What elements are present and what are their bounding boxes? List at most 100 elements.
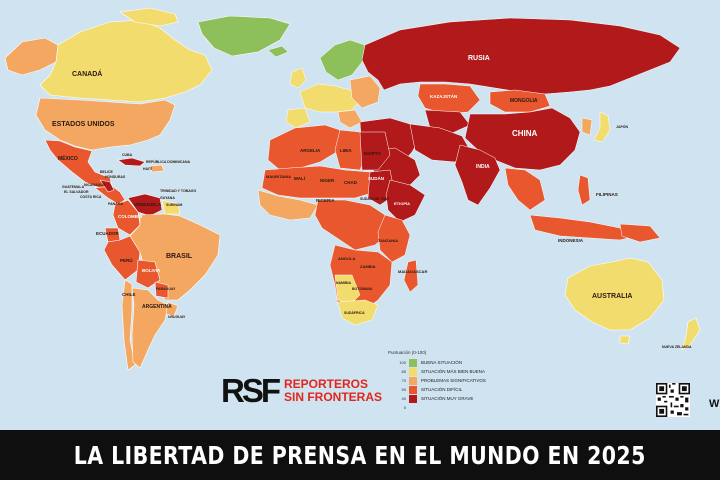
label-filipinas: FILIPINAS [596,192,618,197]
region-argentina [131,287,169,369]
region-madagascar [403,259,419,293]
label-el-salvador: EL SALVADOR [64,190,89,194]
label-algeria: ARGELIA [300,148,321,153]
region-sahel [261,165,376,199]
label-ecuador: ECUADOR [96,231,120,236]
legend-swatch [409,385,417,394]
region-hispaniola [149,164,165,173]
label-venezuela: VENEZUELA [134,202,162,207]
legend-swatch [409,394,417,403]
region-kazakhstan [417,83,481,115]
title-banner: LA LIBERTAD DE PRENSA EN EL MUNDO EN 202… [0,430,720,480]
rsf-logo: RSF [221,372,281,409]
region-south-africa [337,299,379,326]
label-madagascar: MADAGASCAR [398,269,427,274]
region-western-europe [299,83,361,113]
legend-value: 85 [401,369,406,374]
legend-item-difficult: 55 Situación difícil [388,385,518,394]
legend: Puntuación (0-100) 100 Buena situación 8… [388,350,518,412]
region-north-africa-west [267,124,341,171]
region-new-zealand [681,317,701,351]
region-tasmania [619,335,631,345]
region-egypt [359,131,391,171]
region-colombia [112,199,141,236]
south-america [103,193,221,371]
label-south-sudan: SUDÁN DEL SUR [360,196,389,201]
label-botswana: BOTSWANA [352,287,373,291]
region-west-africa [257,189,319,221]
label-haiti: HAITÍ [143,166,153,171]
label-suriname: SURINAM [166,203,182,207]
label-tanzania: TANZANIA [378,238,398,243]
legend-item-satisfactory: 85 Situación más bien buena [388,367,518,376]
label-japan: JAPÓN [616,124,629,129]
legend-swatch [409,376,417,385]
region-canada-islands [119,7,179,27]
label-niger: NÍGER [320,176,335,183]
region-uk-ireland [289,67,307,89]
label-new-zealand: NUEVA ZELANDA [662,345,692,349]
region-australia [564,257,665,331]
region-cuba [117,157,146,167]
region-usa [35,97,176,151]
label-ethiopia: ETIOPÍA [394,201,410,206]
region-uruguay [165,301,179,317]
legend-swatch [409,358,417,367]
legend-label: Buena situación [421,360,463,365]
label-dominican-republic: REPÚBLICA DOMINICANA [146,159,190,164]
region-horn [385,179,426,223]
label-guatemala: GUATEMALA [62,185,85,189]
label-cuba: CUBA [122,153,133,157]
label-egypt: EGIPTO [364,151,381,156]
legend-bottom: 0 [388,403,518,412]
label-angola: ANGOLA [338,256,355,261]
rsf-name: REPORTEROS SIN FRONTERAS [284,376,383,404]
region-iceland [267,45,289,58]
label-mali: MALÍ [294,174,306,181]
north-america [4,7,291,205]
qr-code[interactable] [656,383,690,417]
label-mongolia: MONGOLIA [510,98,538,104]
label-belize: BELICE [100,170,114,174]
label-costa-rica: COSTA RICA [80,195,102,199]
legend-label: Situación difícil [421,387,463,392]
region-greenland [197,15,291,57]
region-nicaragua [99,179,115,193]
label-canada: CANADÁ [72,69,102,78]
label-kazakhstan: KAZAJSTÁN [430,93,457,99]
legend-item-very-serious: 40 Situación muy grave [388,394,518,403]
region-scandinavia [319,39,366,81]
africa [257,124,426,326]
region-chile [121,279,136,371]
label-trinidad: TRINIDAD Y TOBAGO [160,189,196,193]
label-nigeria: NIGERIA [316,198,336,203]
label-indonesia: INDONESIA [558,238,584,243]
region-eastern-europe [349,75,381,109]
legend-value: 40 [401,396,406,401]
label-chile: CHILE [122,292,136,297]
world-press-freedom-map: CANADÁ ESTADOS UNIDOS MÉXICO CUBA REPÚBL… [4,7,701,371]
label-sudan: SUDÁN [368,175,384,181]
label-australia: AUSTRALIA [592,293,632,300]
europe [267,39,381,129]
legend-label: Situación muy grave [421,396,474,401]
region-mexico [44,139,113,189]
region-russia [361,17,681,95]
oceania [564,257,701,351]
legend-value: 0 [403,405,406,410]
label-libya: LIBIA [340,148,352,153]
label-usa: ESTADOS UNIDOS [52,121,115,128]
region-new-guinea [619,223,661,243]
label-brasil: BRASIL [166,253,193,260]
label-mexico: MÉXICO [58,154,78,162]
legend-value: 100 [399,360,406,365]
legend-item-problematic: 70 Problemas significativos [388,376,518,385]
legend-value: 70 [401,378,406,383]
label-honduras: HONDURAS [105,175,126,179]
legend-swatch [409,367,417,376]
region-japan [593,111,611,143]
label-guyana: GUYANA [160,196,175,200]
label-chad: CHAD [344,180,358,185]
region-philippines [577,174,591,206]
legend-item-good: 100 Buena situación [388,358,518,367]
